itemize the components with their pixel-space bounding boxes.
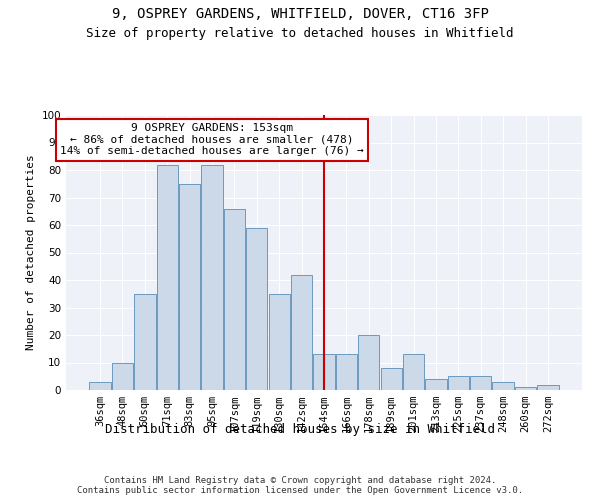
- Bar: [403, 354, 424, 390]
- Bar: [448, 376, 469, 390]
- Bar: [89, 382, 111, 390]
- Text: Size of property relative to detached houses in Whitfield: Size of property relative to detached ho…: [86, 28, 514, 40]
- Bar: [336, 354, 357, 390]
- Bar: [112, 362, 133, 390]
- Bar: [470, 376, 491, 390]
- Bar: [269, 294, 290, 390]
- Bar: [224, 208, 245, 390]
- Bar: [179, 184, 200, 390]
- Bar: [380, 368, 402, 390]
- Bar: [425, 379, 446, 390]
- Bar: [134, 294, 155, 390]
- Text: Distribution of detached houses by size in Whitfield: Distribution of detached houses by size …: [105, 422, 495, 436]
- Bar: [537, 384, 559, 390]
- Bar: [157, 164, 178, 390]
- Bar: [202, 164, 223, 390]
- Bar: [358, 335, 379, 390]
- Text: 9 OSPREY GARDENS: 153sqm
← 86% of detached houses are smaller (478)
14% of semi-: 9 OSPREY GARDENS: 153sqm ← 86% of detach…: [60, 123, 364, 156]
- Bar: [515, 387, 536, 390]
- Y-axis label: Number of detached properties: Number of detached properties: [26, 154, 36, 350]
- Bar: [291, 274, 312, 390]
- Text: Contains HM Land Registry data © Crown copyright and database right 2024.
Contai: Contains HM Land Registry data © Crown c…: [77, 476, 523, 495]
- Bar: [313, 354, 335, 390]
- Text: 9, OSPREY GARDENS, WHITFIELD, DOVER, CT16 3FP: 9, OSPREY GARDENS, WHITFIELD, DOVER, CT1…: [112, 8, 488, 22]
- Bar: [493, 382, 514, 390]
- Bar: [246, 228, 268, 390]
